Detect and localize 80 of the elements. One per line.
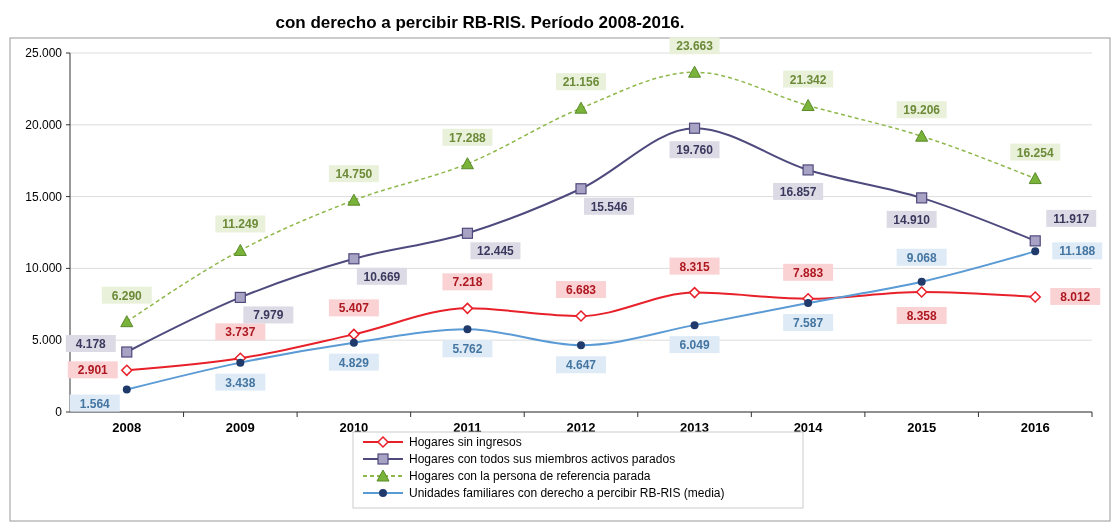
data-label: 12.445 — [477, 244, 515, 259]
x-tick-label: 2010 — [339, 420, 369, 435]
point — [915, 129, 929, 142]
data-label: 3.438 — [225, 375, 256, 390]
data-label: 7.587 — [793, 316, 824, 331]
point — [916, 192, 928, 204]
data-label: 5.407 — [338, 301, 370, 316]
data-label: 11.917 — [1053, 211, 1090, 226]
point — [915, 286, 928, 298]
data-label: 21.342 — [789, 72, 827, 87]
data-label: 6.290 — [111, 288, 143, 303]
data-label: 8.315 — [679, 259, 710, 274]
point — [574, 101, 588, 114]
point — [688, 65, 702, 78]
data-label: 8.012 — [1060, 289, 1091, 304]
x-tick-label: 2009 — [225, 420, 255, 435]
x-tick-label: 2011 — [453, 420, 482, 435]
point — [802, 164, 814, 176]
data-label: 16.857 — [779, 184, 817, 199]
data-label: 14.910 — [893, 212, 931, 227]
data-label: 10.669 — [363, 269, 401, 284]
data-label: 4.829 — [338, 355, 370, 370]
data-label: 7.218 — [452, 275, 483, 290]
data-label: 7.883 — [793, 265, 824, 280]
data-label: 4.178 — [75, 337, 107, 351]
y-tick-label: 20.000 — [25, 117, 63, 132]
x-tick-label: 2012 — [566, 420, 596, 435]
point — [120, 315, 134, 328]
point — [347, 193, 361, 206]
data-label: 19.760 — [676, 143, 714, 158]
legend-label: Hogares con la persona de referencia parada — [409, 469, 651, 483]
point — [461, 227, 474, 239]
data-label: 9.068 — [906, 250, 938, 265]
data-label: 11.188 — [1059, 244, 1096, 259]
data-label: 16.254 — [1016, 145, 1054, 160]
legend-label: Unidades familiares con derecho a percibir RB-RIS (media) — [409, 486, 725, 500]
data-label: 23.663 — [676, 39, 714, 54]
data-label: 6.683 — [565, 283, 597, 298]
point — [348, 253, 360, 265]
point — [575, 310, 587, 322]
legend-label: Hogares con todos sus miembros activos parados — [409, 452, 676, 466]
point — [1028, 172, 1042, 185]
data-label: 11.249 — [222, 217, 259, 232]
x-tick-label: 2016 — [1020, 420, 1050, 435]
y-tick-label: 25.000 — [25, 46, 63, 60]
point — [688, 286, 701, 299]
chart-title: con derecho a percibir RB-RIS. Período 2008-2016. — [275, 13, 685, 32]
y-tick-label: 10.000 — [25, 261, 63, 276]
point — [121, 346, 133, 358]
x-tick-label: 2013 — [680, 420, 710, 435]
data-label: 5.762 — [452, 342, 483, 357]
point — [460, 157, 474, 170]
data-label: 2.901 — [77, 363, 109, 378]
data-label: 17.288 — [449, 130, 487, 145]
x-tick-label: 2015 — [907, 420, 937, 435]
data-label: 8.358 — [906, 308, 938, 323]
y-tick-label: 0 — [55, 405, 63, 419]
point — [575, 183, 587, 195]
x-tick-label: 2008 — [112, 420, 142, 435]
data-label: 7.979 — [253, 308, 284, 323]
data-label: 6.049 — [679, 338, 710, 353]
y-tick-label: 5.000 — [31, 333, 63, 348]
point — [801, 99, 815, 112]
point — [121, 364, 133, 377]
point — [461, 302, 474, 315]
data-label: 15.546 — [590, 199, 628, 214]
data-label: 21.156 — [562, 75, 600, 90]
point — [688, 122, 701, 134]
point — [233, 243, 247, 256]
data-label: 4.647 — [565, 358, 597, 373]
data-label: 19.206 — [903, 103, 941, 118]
legend-label: Hogares sin ingresos — [409, 435, 522, 449]
data-label: 1.564 — [79, 396, 111, 411]
x-tick-label: 2014 — [793, 420, 824, 435]
point — [1029, 235, 1041, 247]
data-label: 14.750 — [335, 167, 373, 182]
data-label: 3.737 — [225, 325, 256, 340]
point — [234, 291, 246, 304]
y-tick-label: 15.000 — [25, 189, 63, 204]
point — [1029, 291, 1041, 303]
